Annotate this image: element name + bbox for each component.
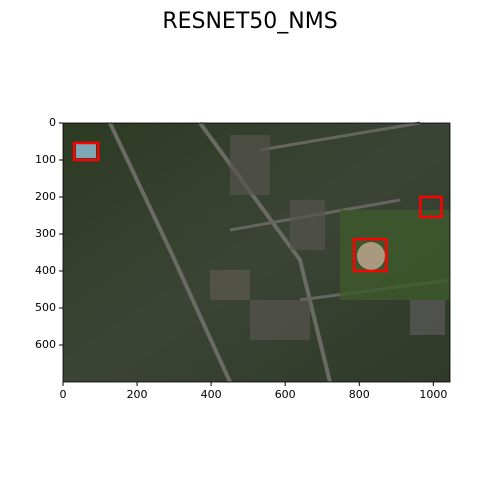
y-tick-label: 0 — [49, 116, 56, 129]
axes-frame — [62, 122, 451, 383]
chart-title: RESNET50_NMS — [162, 9, 337, 34]
y-tick-label: 300 — [35, 227, 56, 240]
detection-box — [72, 141, 100, 162]
detection-box — [419, 195, 443, 219]
detection-box — [352, 237, 388, 273]
y-tick-label: 600 — [35, 338, 56, 351]
y-tick-label: 100 — [35, 153, 56, 166]
x-tick-label: 400 — [201, 388, 222, 401]
y-tick-label: 500 — [35, 301, 56, 314]
x-tick-label: 200 — [127, 388, 148, 401]
y-tick-label: 200 — [35, 190, 56, 203]
x-tick-label: 1000 — [419, 388, 447, 401]
x-tick-label: 0 — [60, 388, 67, 401]
x-tick-label: 800 — [349, 388, 370, 401]
x-tick-label: 600 — [275, 388, 296, 401]
aerial-image — [63, 121, 451, 383]
y-tick-label: 400 — [35, 264, 56, 277]
